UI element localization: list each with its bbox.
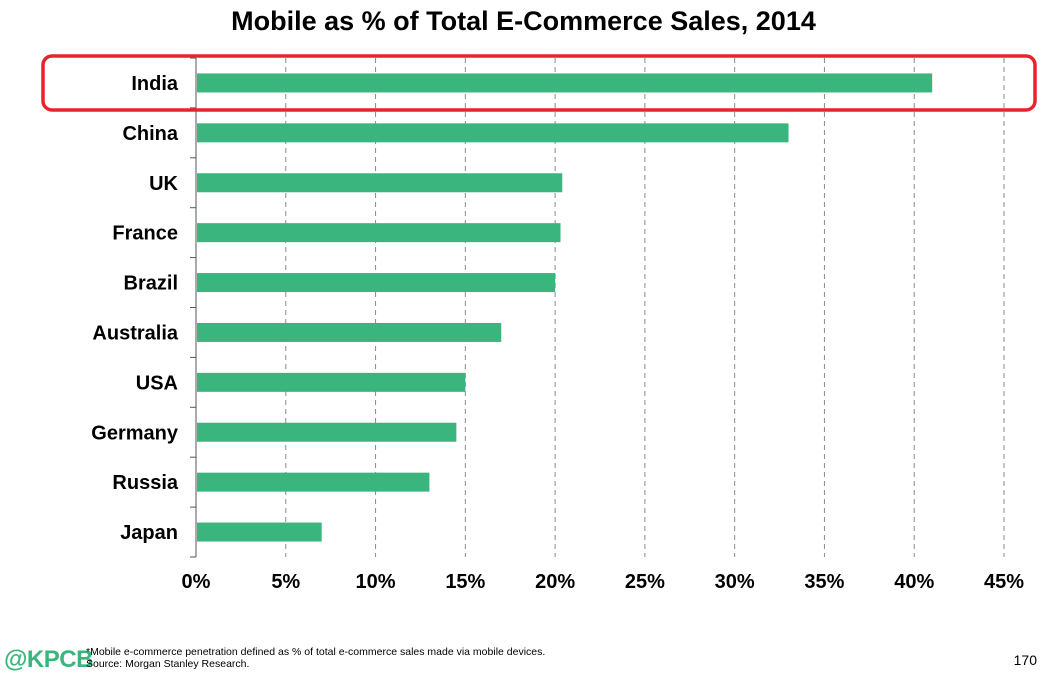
bar-france	[197, 223, 561, 243]
x-tick-label: 30%	[715, 571, 755, 593]
category-label-brazil: Brazil	[124, 273, 178, 295]
category-label-russia: Russia	[112, 472, 178, 494]
bar-usa	[197, 372, 466, 392]
highlight-box	[41, 54, 1037, 112]
category-label-japan: Japan	[120, 522, 178, 544]
category-label-france: France	[112, 223, 178, 245]
x-tick-label: 10%	[356, 571, 396, 593]
bar-brazil	[197, 273, 556, 293]
bar-uk	[197, 173, 563, 193]
category-label-india: India	[131, 73, 179, 95]
x-tick-label: 35%	[804, 571, 844, 593]
x-tick-label: 0%	[182, 571, 211, 593]
category-label-australia: Australia	[92, 322, 178, 344]
bar-japan	[197, 522, 322, 542]
category-label-germany: Germany	[91, 422, 179, 444]
footnote-source: Source: Morgan Stanley Research.	[86, 658, 250, 670]
x-tick-label: 40%	[894, 571, 934, 593]
bar-germany	[197, 422, 457, 442]
category-label-china: China	[122, 123, 178, 145]
footnote: *Mobile e-commerce penetration defined a…	[86, 646, 545, 670]
footnote-definition: *Mobile e-commerce penetration defined a…	[86, 646, 546, 658]
kpcb-logo: @KPCB	[4, 646, 93, 673]
bar-russia	[197, 472, 430, 492]
bar-australia	[197, 322, 502, 342]
category-label-uk: UK	[149, 173, 178, 195]
bar-india	[197, 73, 933, 93]
x-tick-label: 5%	[271, 571, 300, 593]
x-tick-label: 15%	[445, 571, 485, 593]
x-tick-label: 20%	[535, 571, 575, 593]
x-tick-label: 45%	[984, 571, 1024, 593]
page-number: 170	[1013, 652, 1037, 668]
x-tick-label: 25%	[625, 571, 665, 593]
category-label-usa: USA	[136, 372, 178, 394]
bar-china	[197, 123, 789, 143]
chart-title: Mobile as % of Total E-Commerce Sales, 2…	[231, 6, 816, 36]
